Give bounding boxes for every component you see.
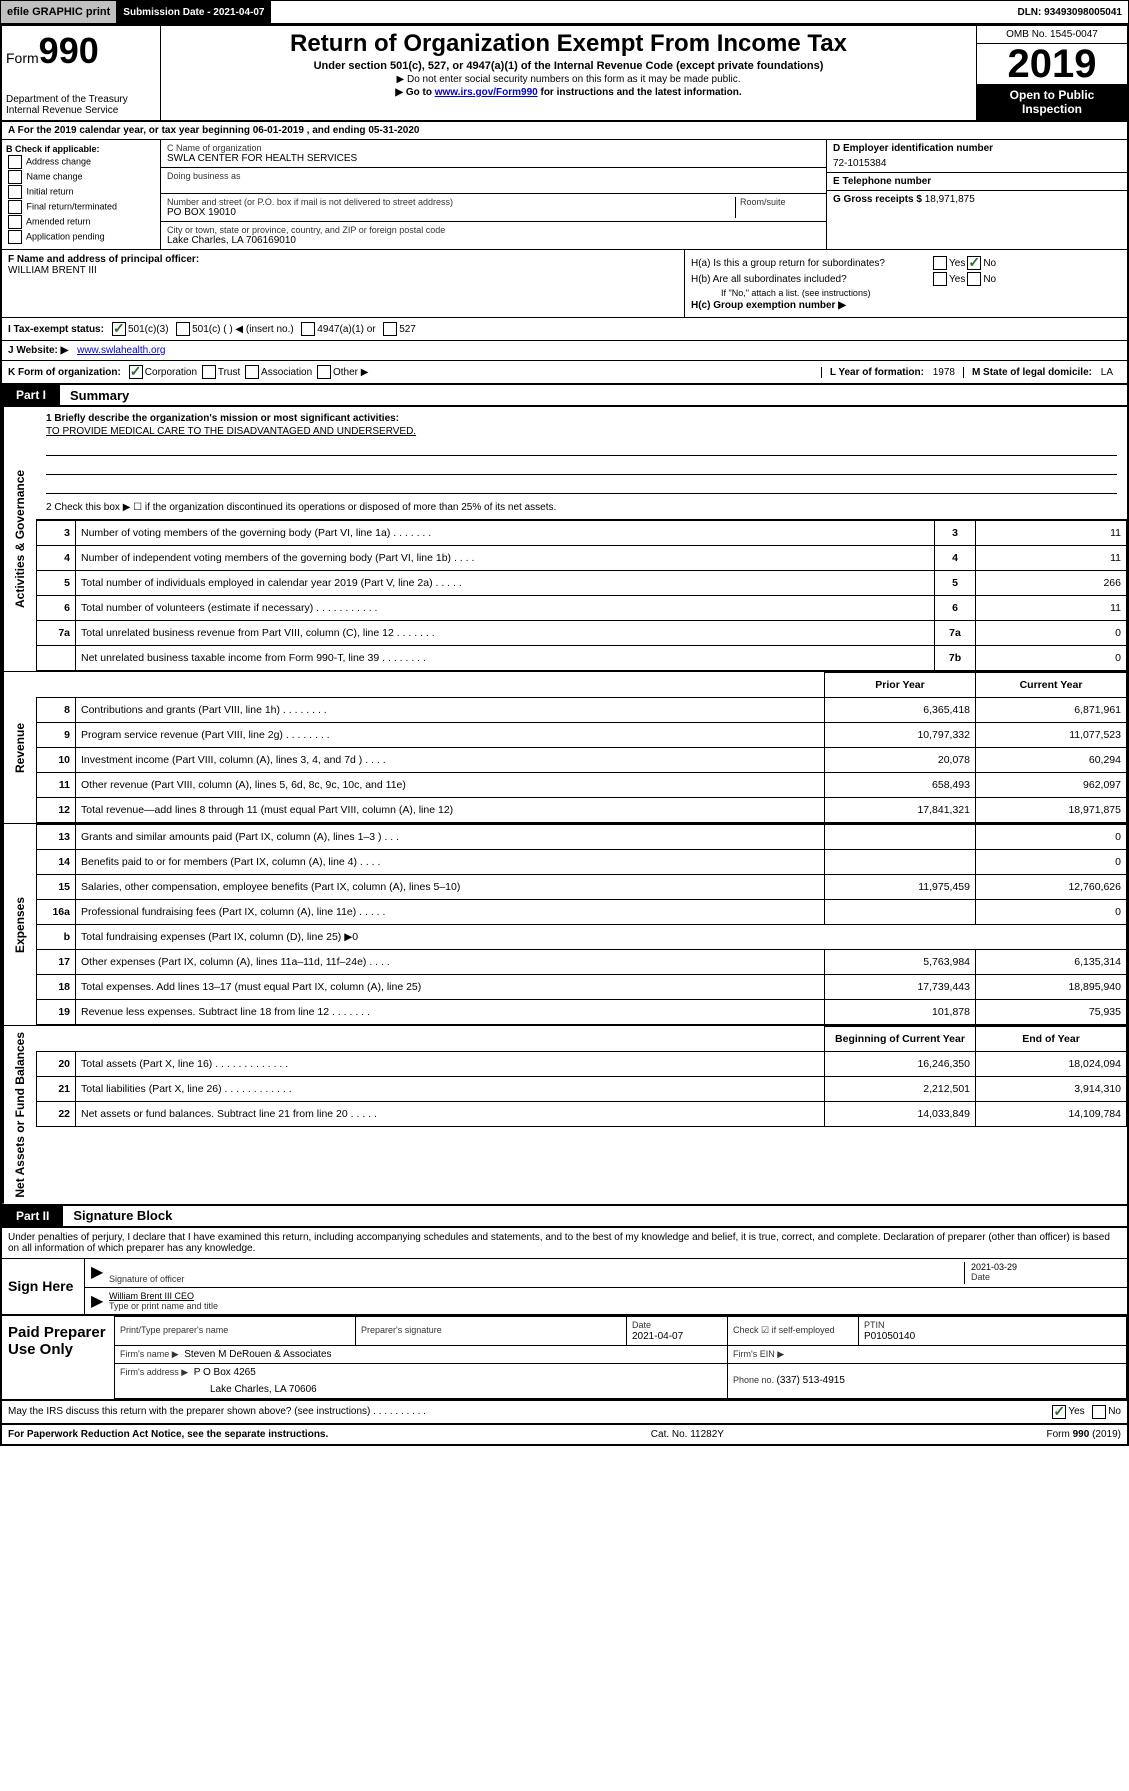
checkbox-initial-return[interactable] xyxy=(8,185,22,199)
dln-number: DLN: 93493098005041 xyxy=(1011,1,1128,23)
side-governance: Activities & Governance xyxy=(2,407,36,671)
4947-checkbox[interactable] xyxy=(301,322,315,336)
dept-treasury: Department of the Treasury xyxy=(6,94,156,105)
irs-label: Internal Revenue Service xyxy=(6,105,156,116)
city-cell: City or town, state or province, country… xyxy=(161,222,826,249)
form-header: Form990 Department of the Treasury Inter… xyxy=(2,26,1127,122)
principal-officer: F Name and address of principal officer:… xyxy=(2,250,684,317)
form-number: Form990 xyxy=(6,30,156,72)
side-expenses: Expenses xyxy=(2,824,36,1025)
ein-cell: D Employer identification number 72-1015… xyxy=(827,140,1127,173)
part1-header: Part I Summary xyxy=(2,383,1127,407)
org-name-cell: C Name of organization SWLA CENTER FOR H… xyxy=(161,140,826,168)
checkbox-application-pending[interactable] xyxy=(8,230,22,244)
ssn-note: ▶ Do not enter social security numbers o… xyxy=(169,74,968,85)
goto-note: ▶ Go to www.irs.gov/Form990 for instruct… xyxy=(169,87,968,98)
irs-link[interactable]: www.irs.gov/Form990 xyxy=(435,87,538,98)
governance-table: 3Number of voting members of the governi… xyxy=(36,520,1127,671)
paid-preparer-block: Paid Preparer Use Only Print/Type prepar… xyxy=(2,1316,1127,1401)
website-row: J Website: ▶ www.swlahealth.org xyxy=(2,341,1127,361)
expenses-table: 13Grants and similar amounts paid (Part … xyxy=(36,824,1127,1025)
ha-yes[interactable] xyxy=(933,256,947,270)
revenue-table: Prior YearCurrent Year8Contributions and… xyxy=(36,672,1127,823)
527-checkbox[interactable] xyxy=(383,322,397,336)
k-corp[interactable] xyxy=(129,365,143,379)
group-return-block: H(a) Is this a group return for subordin… xyxy=(684,250,1127,317)
side-netassets: Net Assets or Fund Balances xyxy=(2,1026,36,1204)
top-toolbar: efile GRAPHIC print Submission Date - 20… xyxy=(0,0,1129,24)
checkbox-name-change[interactable] xyxy=(8,170,22,184)
efile-print-button[interactable]: efile GRAPHIC print xyxy=(1,1,117,23)
checkbox-address-change[interactable] xyxy=(8,155,22,169)
k-trust[interactable] xyxy=(202,365,216,379)
ha-no[interactable] xyxy=(967,256,981,270)
form-subtitle: Under section 501(c), 527, or 4947(a)(1)… xyxy=(169,60,968,72)
checkbox-amended-return[interactable] xyxy=(8,215,22,229)
discuss-yes[interactable] xyxy=(1052,1405,1066,1419)
submission-date: Submission Date - 2021-04-07 xyxy=(117,1,271,23)
perjury-statement: Under penalties of perjury, I declare th… xyxy=(2,1228,1127,1259)
hb-no[interactable] xyxy=(967,272,981,286)
hb-yes[interactable] xyxy=(933,272,947,286)
website-link[interactable]: www.swlahealth.org xyxy=(77,345,165,356)
mission-block: 1 Briefly describe the organization's mi… xyxy=(36,407,1127,520)
dba-cell: Doing business as xyxy=(161,168,826,194)
netassets-table: Beginning of Current YearEnd of Year20To… xyxy=(36,1026,1127,1127)
address-cell: Number and street (or P.O. box if mail i… xyxy=(161,194,826,222)
gross-receipts-cell: G Gross receipts $ 18,971,875 xyxy=(827,191,1127,249)
tax-year: 2019 xyxy=(977,44,1127,84)
side-revenue: Revenue xyxy=(2,672,36,823)
k-assoc[interactable] xyxy=(245,365,259,379)
row-a-tax-year: A For the 2019 calendar year, or tax yea… xyxy=(2,122,1127,140)
irs-discuss-row: May the IRS discuss this return with the… xyxy=(2,1401,1127,1425)
check-if-applicable: B Check if applicable: Address change Na… xyxy=(2,140,161,249)
form-of-org-row: K Form of organization: Corporation Trus… xyxy=(2,361,1127,383)
k-other[interactable] xyxy=(317,365,331,379)
501c-checkbox[interactable] xyxy=(176,322,190,336)
form-title: Return of Organization Exempt From Incom… xyxy=(169,30,968,58)
part2-header: Part II Signature Block xyxy=(2,1204,1127,1228)
discuss-no[interactable] xyxy=(1092,1405,1106,1419)
form-footer: For Paperwork Reduction Act Notice, see … xyxy=(2,1425,1127,1444)
telephone-cell: E Telephone number xyxy=(827,173,1127,191)
sign-here-block: Sign Here ▶ Signature of officer 2021-03… xyxy=(2,1259,1127,1316)
501c3-checkbox[interactable] xyxy=(112,322,126,336)
tax-exempt-row: I Tax-exempt status: 501(c)(3) 501(c) ( … xyxy=(2,318,1127,341)
open-public: Open to Public Inspection xyxy=(977,84,1127,120)
checkbox-final-return[interactable] xyxy=(8,200,22,214)
